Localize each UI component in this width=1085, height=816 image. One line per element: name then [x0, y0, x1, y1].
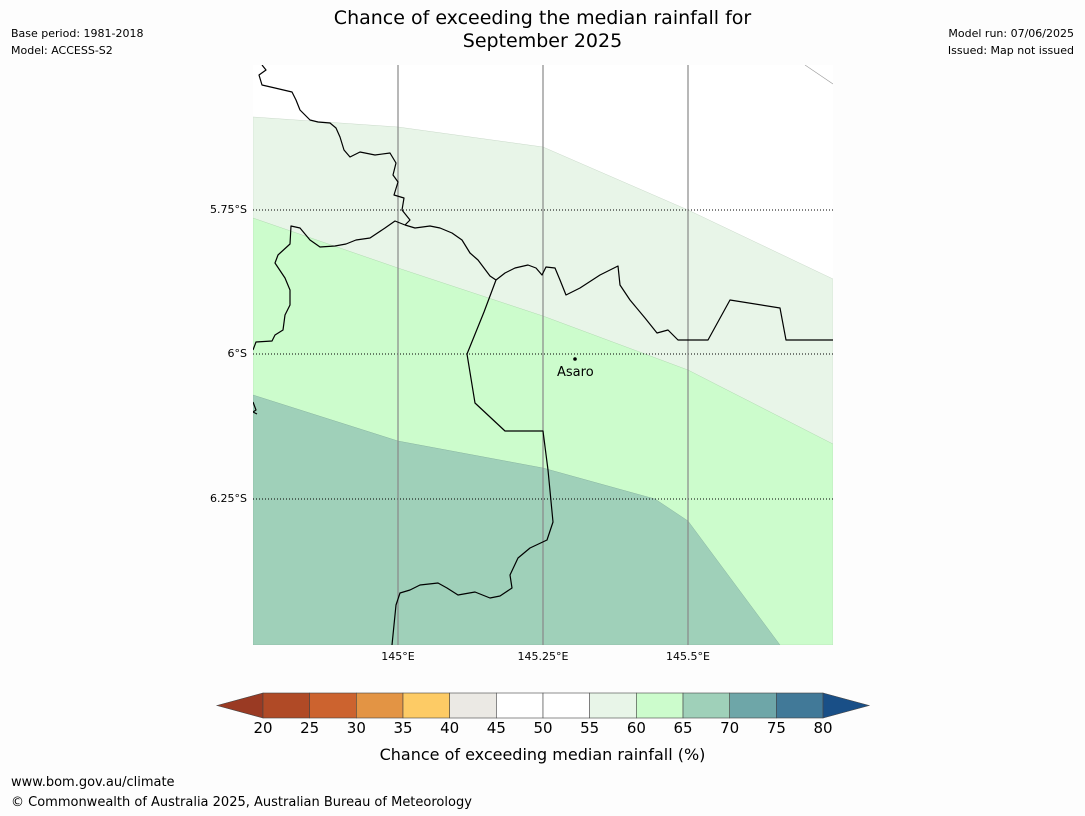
lon-tick-145-5e: 145.5°E [666, 650, 710, 663]
lon-tick-145e: 145°E [381, 650, 415, 663]
colorbar-swatch [262, 692, 310, 719]
footer-url[interactable]: www.bom.gov.au/climate [11, 775, 175, 790]
model-run: Model run: 07/06/2025 [948, 27, 1074, 40]
province-borders [253, 65, 833, 645]
lat-tick-6-25s: 6.25°S [210, 492, 247, 505]
zone-65-70 [253, 394, 781, 645]
colorbar-swatch [356, 692, 404, 719]
longitude-gridlines [397, 65, 689, 645]
colorbar-swatch [542, 692, 590, 719]
model-name: Model: ACCESS-S2 [11, 44, 113, 57]
title-line-1: Chance of exceeding the median rainfall … [333, 7, 752, 29]
colorbar [215, 692, 871, 719]
footer-copyright: © Commonwealth of Australia 2025, Austra… [11, 795, 472, 810]
colorbar-swatch [402, 692, 450, 719]
colorbar-tick: 70 [720, 719, 740, 737]
colorbar-tick: 50 [533, 719, 553, 737]
asaro-marker [573, 357, 577, 361]
colorbar-tick: 80 [813, 719, 833, 737]
colorbar-tick: 45 [486, 719, 506, 737]
meta-right: Model run: 07/06/2025 Issued: Map not is… [948, 25, 1074, 59]
colorbar-tick: 30 [346, 719, 366, 737]
colorbar-swatch [636, 692, 684, 719]
colorbar-tick: 65 [673, 719, 693, 737]
colorbar-swatch [496, 692, 544, 719]
colorbar-tick: 40 [440, 719, 460, 737]
colorbar-tick: 35 [393, 719, 413, 737]
lat-tick-5-75s: 5.75°S [210, 203, 247, 216]
colorbar-extend-high [822, 692, 871, 719]
title-line-2: September 2025 [462, 30, 623, 52]
lat-tick-6s: 6°S [227, 347, 247, 360]
colorbar-swatch [729, 692, 777, 719]
colorbar-tick: 55 [580, 719, 600, 737]
colorbar-swatch [309, 692, 357, 719]
lon-tick-145-25e: 145.25°E [517, 650, 569, 663]
issued-status: Issued: Map not issued [947, 44, 1074, 57]
place-label-asaro: Asaro [557, 365, 594, 380]
colorbar-swatch [449, 692, 497, 719]
colorbar-swatch [589, 692, 637, 719]
colorbar-tick: 25 [300, 719, 320, 737]
colorbar-tick: 60 [626, 719, 646, 737]
base-period: Base period: 1981-2018 [11, 27, 144, 40]
meta-left: Base period: 1981-2018 Model: ACCESS-S2 [11, 25, 143, 59]
colorbar-swatch [682, 692, 731, 719]
colorbar-swatch [776, 692, 824, 719]
colorbar-tick: 20 [253, 719, 273, 737]
colorbar-tick: 75 [766, 719, 786, 737]
map-title: Chance of exceeding the median rainfall … [240, 7, 845, 53]
colorbar-label: Chance of exceeding median rainfall (%) [379, 745, 706, 764]
latitude-gridlines [253, 209, 833, 500]
colorbar-extend-low [215, 692, 264, 719]
